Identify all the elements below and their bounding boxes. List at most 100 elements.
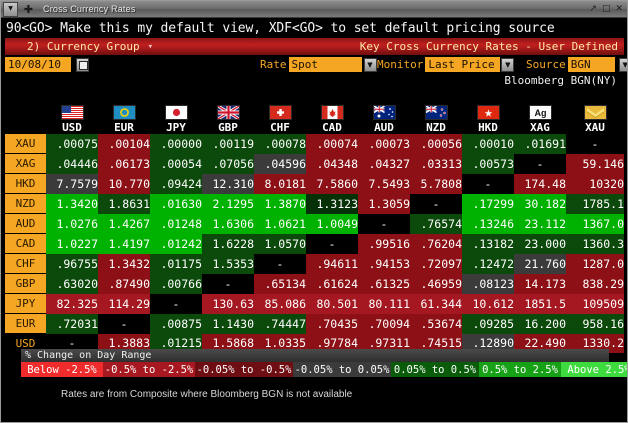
rate-cell[interactable]: - xyxy=(98,313,150,334)
rate-cell[interactable]: .53674 xyxy=(410,313,462,334)
rate-cell[interactable]: 1330.2 xyxy=(566,333,624,353)
rate-cell[interactable]: 1.0276 xyxy=(46,213,98,234)
rate-cell[interactable]: 21.760 xyxy=(514,253,566,274)
date-input[interactable]: 10/08/10 xyxy=(5,57,71,72)
rate-cell[interactable]: .76204 xyxy=(410,233,462,254)
rate-cell[interactable]: .96755 xyxy=(46,253,98,274)
column-header-jpy[interactable]: JPY xyxy=(150,95,202,134)
rate-cell[interactable]: .94153 xyxy=(358,253,410,274)
rate-cell[interactable]: 1.6306 xyxy=(202,213,254,234)
rate-cell[interactable]: .12472 xyxy=(462,253,514,274)
rate-cell[interactable]: 114.29 xyxy=(98,293,150,314)
rate-cell[interactable]: 1.0049 xyxy=(306,213,358,234)
move-icon[interactable]: ✚ xyxy=(23,2,34,16)
row-header-gbp[interactable]: GBP xyxy=(5,273,46,294)
rate-cell[interactable]: 14.173 xyxy=(514,273,566,294)
rate-cell[interactable]: .46959 xyxy=(410,273,462,294)
rate-cell[interactable]: .01248 xyxy=(150,213,202,234)
row-header-aud[interactable]: AUD xyxy=(5,213,46,234)
rate-cell[interactable]: .00056 xyxy=(410,134,462,154)
source-select-value[interactable]: BGN xyxy=(567,57,615,72)
rate-cell[interactable]: - xyxy=(358,213,410,234)
rate-cell[interactable]: 1.3432 xyxy=(98,253,150,274)
rate-cell[interactable]: 7.5860 xyxy=(306,173,358,194)
rate-cell[interactable]: .99516 xyxy=(358,233,410,254)
rate-cell[interactable]: .12890 xyxy=(462,333,514,353)
rate-cell[interactable]: .94611 xyxy=(306,253,358,274)
rate-cell[interactable]: 1.3059 xyxy=(358,193,410,214)
rate-cell[interactable]: .00010 xyxy=(462,134,514,154)
rate-cell[interactable]: 1851.5 xyxy=(514,293,566,314)
rate-cell[interactable]: .03313 xyxy=(410,153,462,174)
rate-cell[interactable]: .97311 xyxy=(358,333,410,353)
row-header-usd[interactable]: USD xyxy=(5,333,46,353)
rate-cell[interactable]: 1.0621 xyxy=(254,213,306,234)
row-header-xag[interactable]: XAG xyxy=(5,153,46,174)
rate-cell[interactable]: .04446 xyxy=(46,153,98,174)
rate-cell[interactable]: .00119 xyxy=(202,134,254,154)
rate-cell[interactable]: 1.5353 xyxy=(202,253,254,274)
rate-cell[interactable]: .00766 xyxy=(150,273,202,294)
column-header-cad[interactable]: CAD xyxy=(306,95,358,134)
rate-cell[interactable]: - xyxy=(566,134,624,154)
rate-cell[interactable]: .08123 xyxy=(462,273,514,294)
rate-cell[interactable]: 1.6228 xyxy=(202,233,254,254)
rate-cell[interactable]: 22.490 xyxy=(514,333,566,353)
rate-cell[interactable]: .09285 xyxy=(462,313,514,334)
rate-cell[interactable]: 1.0227 xyxy=(46,233,98,254)
calendar-icon[interactable] xyxy=(76,57,89,72)
rate-cell[interactable]: 82.325 xyxy=(46,293,98,314)
rate-cell[interactable]: .00104 xyxy=(98,134,150,154)
row-header-jpy[interactable]: JPY xyxy=(5,293,46,314)
chevron-down-icon[interactable]: ▾ xyxy=(147,41,154,52)
rate-cell[interactable]: .00054 xyxy=(150,153,202,174)
rate-cell[interactable]: - xyxy=(410,193,462,214)
rate-cell[interactable]: .00000 xyxy=(150,134,202,154)
row-header-hkd[interactable]: HKD xyxy=(5,173,46,194)
rate-cell[interactable]: 8.0181 xyxy=(254,173,306,194)
rate-cell[interactable]: - xyxy=(202,273,254,294)
rate-cell[interactable]: .04327 xyxy=(358,153,410,174)
rate-cell[interactable]: .74515 xyxy=(410,333,462,353)
rate-cell[interactable]: - xyxy=(306,233,358,254)
rate-cell[interactable]: 2.1295 xyxy=(202,193,254,214)
close-icon[interactable]: ✕ xyxy=(615,3,623,14)
column-header-chf[interactable]: CHF xyxy=(254,95,306,134)
rate-cell[interactable]: .72097 xyxy=(410,253,462,274)
row-header-chf[interactable]: CHF xyxy=(5,253,46,274)
column-header-usd[interactable]: USD xyxy=(46,95,98,134)
rate-cell[interactable]: 958.16 xyxy=(566,313,624,334)
column-header-nzd[interactable]: NZD xyxy=(410,95,462,134)
column-header-xag[interactable]: Ag XAG xyxy=(514,95,566,134)
source-dropdown-arrow-icon[interactable]: ▼ xyxy=(618,57,627,72)
rate-cell[interactable]: 7.7579 xyxy=(46,173,98,194)
rate-cell[interactable]: 85.086 xyxy=(254,293,306,314)
rate-cell[interactable]: 1.5868 xyxy=(202,333,254,353)
rate-cell[interactable]: 1287.0 xyxy=(566,253,624,274)
rate-cell[interactable]: .76574 xyxy=(410,213,462,234)
monitor-select-value[interactable]: Last Price w/ xyxy=(425,57,514,72)
monitor-dropdown-arrow-icon[interactable]: ▼ xyxy=(501,57,515,72)
restore-icon[interactable]: ↗ xyxy=(589,3,597,14)
rate-cell[interactable]: 1.8631 xyxy=(98,193,150,214)
row-header-xau[interactable]: XAU xyxy=(5,134,46,154)
rate-cell[interactable]: .06173 xyxy=(98,153,150,174)
rate-cell[interactable]: 130.63 xyxy=(202,293,254,314)
rate-cell[interactable]: .17299 xyxy=(462,193,514,214)
rate-cell[interactable]: .04596 xyxy=(254,153,306,174)
rate-cell[interactable]: 23.112 xyxy=(514,213,566,234)
rate-cell[interactable]: 10.770 xyxy=(98,173,150,194)
rate-cell[interactable]: 1.1430 xyxy=(202,313,254,334)
rate-cell[interactable]: .09424 xyxy=(150,173,202,194)
rate-cell[interactable]: 5.7808 xyxy=(410,173,462,194)
rate-cell[interactable]: 80.111 xyxy=(358,293,410,314)
rate-cell[interactable]: 1.4267 xyxy=(98,213,150,234)
rate-cell[interactable]: - xyxy=(462,173,514,194)
rate-cell[interactable]: 16.200 xyxy=(514,313,566,334)
rate-cell[interactable]: .61325 xyxy=(358,273,410,294)
rate-cell[interactable]: .74447 xyxy=(254,313,306,334)
rate-cell[interactable]: 1367.0 xyxy=(566,213,624,234)
rate-cell[interactable]: 23.000 xyxy=(514,233,566,254)
rate-cell[interactable]: .72031 xyxy=(46,313,98,334)
rate-cell[interactable]: 61.344 xyxy=(410,293,462,314)
